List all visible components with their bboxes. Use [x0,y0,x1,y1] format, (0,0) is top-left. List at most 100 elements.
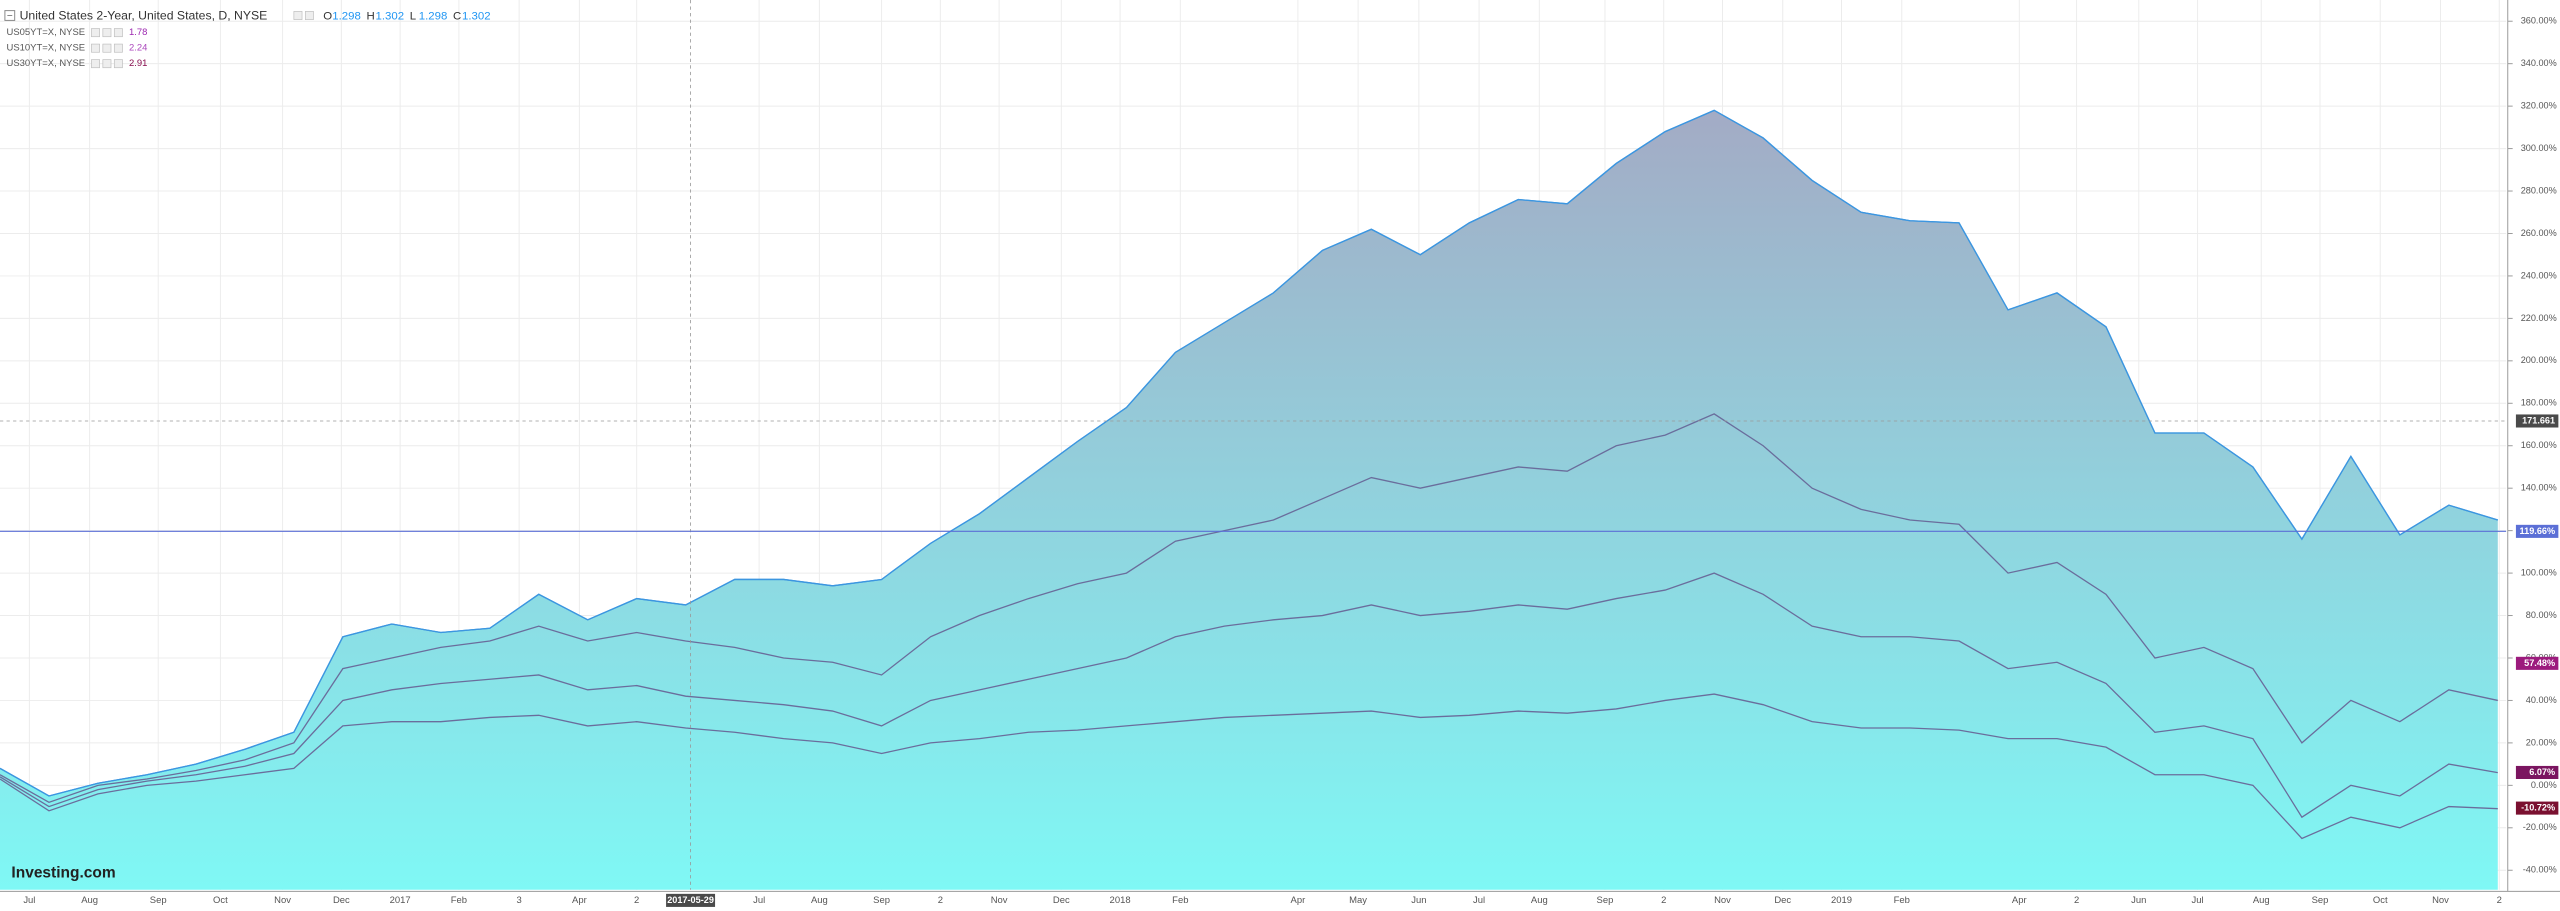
ohlc-label: H [367,10,375,22]
ohlc-value: 1.298 [332,10,361,22]
x-tick-label: Oct [2373,895,2388,906]
x-tick-label: May [1349,895,1367,906]
x-tick-label: Nov [274,895,291,906]
x-tick-label: Sep [873,895,890,906]
legend-button[interactable] [91,43,100,53]
x-tick-label: 3 [517,895,522,906]
y-tick-label: 80.00% [2526,610,2557,620]
ohlc-value: 1.302 [462,10,491,22]
legend-button[interactable] [102,43,112,53]
series-line [0,572,2498,819]
y-tick-label: 300.00% [2521,143,2557,153]
price-label-box [2515,801,2559,815]
x-tick-label: Apr [1291,895,1306,906]
x-tick-label: Oct [213,895,228,906]
x-tick-label: Jul [2192,895,2204,906]
x-tick-label: Apr [572,895,587,906]
x-tick-label: 2017 [390,895,411,906]
price-label: -10.72% [2521,803,2555,813]
legend-button[interactable] [102,28,112,38]
x-tick-label: 2018 [1110,895,1131,906]
price-label: 119.66% [2520,526,2556,536]
x-tick-label: Dec [333,895,350,906]
x-tick-label: Jul [753,895,765,906]
y-tick-label: 320.00% [2521,101,2557,111]
legend-title: United States 2-Year, United States, D, … [20,9,268,23]
series-line [0,413,2498,804]
x-tick-label: Apr [2012,895,2027,906]
x-tick-label: 2 [938,895,943,906]
x-tick-label: Jul [1473,895,1485,906]
price-label-box [2515,656,2559,670]
x-tick-label: Sep [2312,895,2329,906]
y-tick-label: 340.00% [2521,58,2557,68]
series-line [0,693,2498,840]
ohlc-label: O [323,10,332,22]
legend-button[interactable] [113,59,123,69]
ohlc-label: L [410,10,416,22]
y-tick-label: 40.00% [2526,695,2557,705]
ohlc-label: C [453,10,461,22]
legend-value: 1.78 [129,27,147,38]
y-tick-label: 240.00% [2521,270,2557,280]
price-label: 6.07% [2529,767,2555,777]
legend-button[interactable] [293,11,303,20]
y-tick-label: 160.00% [2521,440,2557,450]
legend-button[interactable] [102,59,112,69]
y-tick-label: 200.00% [2521,355,2557,365]
legend-button[interactable] [304,11,314,20]
x-tick-label: Jun [1411,895,1426,906]
y-tick-label: 0.00% [2531,780,2557,790]
crosshair-x-box [666,893,716,907]
x-tick-label: Aug [2253,895,2270,906]
x-tick-label: Nov [2432,895,2449,906]
x-tick-label: Nov [1714,895,1731,906]
y-tick-label: 140.00% [2521,483,2557,493]
y-tick-label: 260.00% [2521,228,2557,238]
x-tick-label: Jul [23,895,35,906]
legend-button[interactable] [113,28,123,38]
price-label: 57.48% [2524,658,2555,668]
x-tick-label: 2 [2074,895,2079,906]
legend-button[interactable] [91,28,100,38]
x-tick-label: Dec [1053,895,1070,906]
x-tick-label: Jun [2131,895,2146,906]
legend-button[interactable] [113,43,123,53]
collapse-icon[interactable] [4,10,16,21]
y-tick-label: 180.00% [2521,398,2557,408]
legend-name: US05YT=X, NYSE [7,27,86,38]
legend-value: 2.91 [129,58,147,69]
x-tick-label: Aug [81,895,98,906]
x-tick-label: 2 [2497,895,2502,906]
x-tick-label: Feb [451,895,467,906]
y-tick-label: 220.00% [2521,313,2557,323]
legend-value: 2.24 [129,43,147,54]
x-tick-label: Feb [1894,895,1910,906]
ohlc-value: 1.302 [376,10,405,22]
x-tick-label: Feb [1172,895,1188,906]
y-tick-label: -20.00% [2523,822,2557,832]
ohlc-value: 1.298 [419,10,448,22]
x-tick-label: 2019 [1831,895,1852,906]
y-tick-label: -40.00% [2523,865,2557,875]
y-tick-label: 20.00% [2526,737,2557,747]
y-tick-label: 360.00% [2521,16,2557,26]
crosshair-y-box [2515,414,2559,428]
x-tick-label: Aug [1531,895,1548,906]
x-tick-label: Sep [1597,895,1614,906]
y-tick-label: 280.00% [2521,185,2557,195]
crosshair-y-label: 171.661 [2522,415,2555,425]
x-tick-label: 2 [1661,895,1666,906]
price-label-box [2515,765,2559,779]
price-label-box [2515,524,2559,538]
series-line [0,109,2498,797]
crosshair-x-label: 2017-05-29 [667,895,714,905]
x-tick-label: Sep [150,895,167,906]
legend-button[interactable] [91,59,100,69]
logo: Investing.com [11,865,115,882]
x-tick-label: Aug [811,895,828,906]
area [0,110,2498,890]
x-tick-label: Nov [991,895,1008,906]
